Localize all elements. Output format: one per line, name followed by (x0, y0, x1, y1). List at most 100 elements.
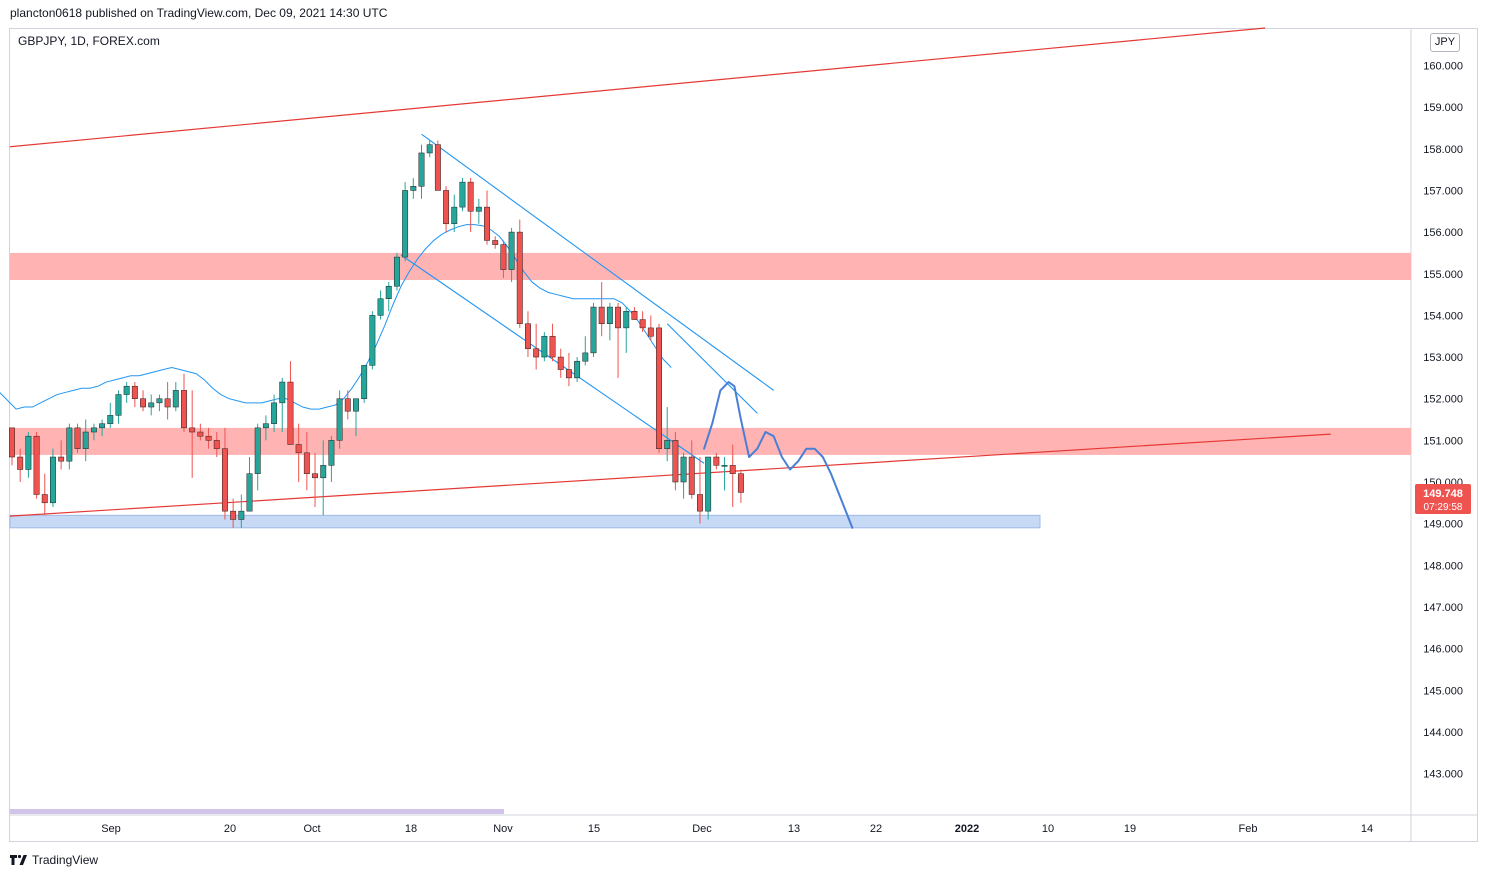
candle (557, 348, 564, 378)
candle (156, 394, 163, 412)
last-price-badge: 149.748 07:29:58 (1415, 484, 1471, 514)
candle (574, 357, 581, 383)
candle (688, 440, 695, 499)
candle (123, 382, 130, 403)
candle (459, 177, 466, 212)
footer-brand[interactable]: TradingView (10, 852, 98, 868)
candle (729, 444, 736, 507)
time-tick-label: 14 (1361, 823, 1373, 835)
time-tick-label: 13 (788, 823, 800, 835)
candle (287, 361, 294, 445)
price-tick-label: 160.000 (1423, 61, 1463, 73)
candle (541, 332, 548, 362)
published-line: plancton0618 published on TradingView.co… (10, 6, 388, 20)
tradingview-logo-icon (10, 854, 27, 865)
candle (25, 432, 32, 478)
support-zone (10, 427, 1411, 455)
candle (172, 382, 179, 412)
time-tick-label: 20 (224, 823, 236, 835)
currency-button[interactable]: JPY (1430, 33, 1460, 52)
candle (582, 336, 589, 366)
candle (443, 186, 450, 233)
candle (181, 373, 187, 433)
candle (590, 302, 597, 358)
price-tick-label: 145.000 (1423, 685, 1463, 697)
candle (418, 144, 425, 199)
candle (623, 307, 630, 353)
candle (369, 311, 376, 370)
candle (426, 140, 433, 158)
candle (615, 302, 622, 378)
candle (107, 402, 114, 428)
price-tick-label: 149.000 (1423, 519, 1463, 531)
candle (402, 182, 409, 262)
candles-layer (9, 140, 744, 528)
time-tick-label: 15 (588, 823, 600, 835)
candle (221, 427, 228, 520)
candle (697, 457, 703, 524)
demand-zone (9, 514, 1041, 529)
symbol-label: GBPJPY, 1D, FOREX.com (18, 34, 160, 48)
candle (721, 457, 728, 491)
candle (467, 177, 474, 233)
candle (90, 423, 97, 441)
candle (33, 432, 40, 499)
time-axis-ticks: Sep 20 Oct 18 Nov 15 Dec 13 22 2022 10 19 Feb 14 (101, 823, 1373, 835)
candle (434, 140, 441, 191)
price-tick-label: 144.000 (1423, 727, 1463, 739)
price-tick-label: 146.000 (1423, 644, 1463, 656)
time-tick-label: 22 (870, 823, 882, 835)
candle (99, 419, 106, 437)
price-tick-label: 155.000 (1423, 269, 1463, 281)
projection-layer (703, 381, 854, 529)
candle (246, 457, 253, 512)
time-tick-label: 10 (1042, 823, 1054, 835)
time-tick-label: Nov (493, 823, 513, 835)
candle (189, 390, 196, 478)
candle (598, 282, 605, 337)
price-tick-label: 156.000 (1423, 227, 1463, 239)
price-tick-label: 151.000 (1423, 435, 1463, 447)
candle (516, 219, 523, 328)
time-tick-label: 19 (1124, 823, 1136, 835)
candle (639, 311, 646, 333)
chart-scrollbar[interactable] (10, 809, 504, 814)
candle (344, 390, 351, 420)
candle (377, 290, 384, 320)
candle (230, 498, 237, 528)
candle (737, 469, 744, 503)
candle (140, 390, 146, 412)
candle (254, 423, 261, 491)
price-tick-label: 147.000 (1423, 602, 1463, 614)
bar-countdown: 07:29:58 (1424, 502, 1463, 513)
moving-average-line (0, 224, 672, 410)
candle (410, 177, 417, 199)
last-price-value: 149.748 (1423, 488, 1463, 500)
price-tick-label: 152.000 (1423, 394, 1463, 406)
time-tick-label: Oct (303, 823, 320, 835)
candle (82, 419, 89, 462)
price-tick-label: 143.000 (1423, 769, 1463, 781)
candle (58, 440, 65, 470)
candle (328, 436, 335, 482)
price-tick-label: 157.000 (1423, 185, 1463, 197)
candle (656, 323, 662, 453)
candle (705, 456, 712, 520)
candle (303, 432, 310, 491)
time-tick-label: 18 (405, 823, 417, 835)
candle (312, 452, 318, 507)
candle (484, 190, 490, 245)
candle (631, 307, 638, 320)
candle (197, 423, 204, 441)
candle (451, 194, 458, 233)
price-tick-label: 158.000 (1423, 144, 1463, 156)
moving-average-layer (0, 224, 672, 410)
candle (647, 315, 654, 341)
upper-trend-line (9, 27, 1266, 148)
candle (385, 282, 392, 312)
time-tick-label: 2022 (955, 823, 979, 835)
candle (213, 432, 220, 458)
candle (672, 432, 679, 491)
candle (295, 423, 302, 482)
